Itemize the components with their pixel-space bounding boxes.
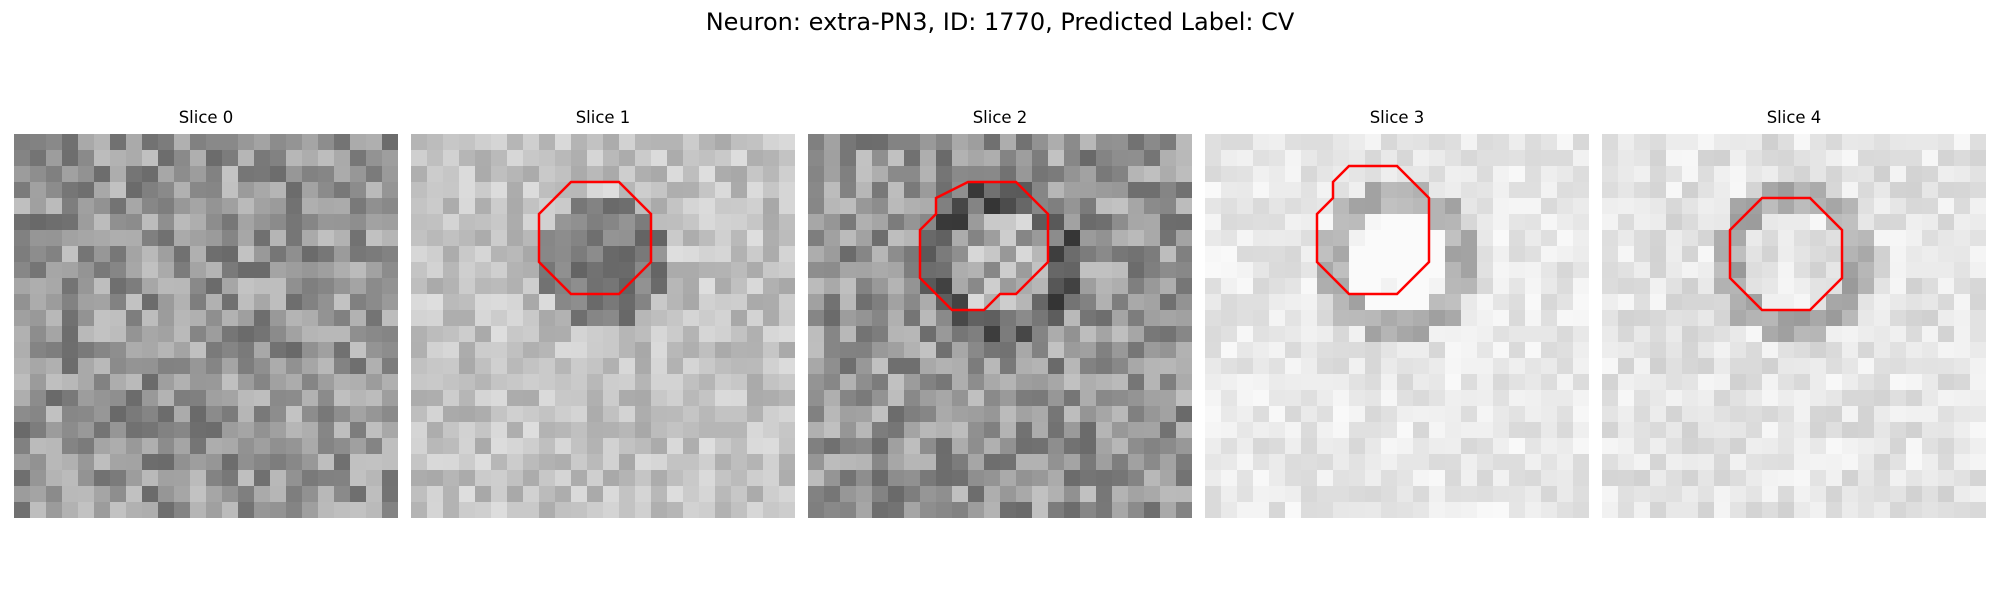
cell-contour	[1728, 196, 1844, 312]
slice-panel-3: Slice 3	[1205, 108, 1589, 518]
slice-image	[14, 134, 398, 518]
slice-image	[808, 134, 1192, 518]
slice-title: Slice 1	[575, 108, 631, 127]
slice-image	[1205, 134, 1589, 518]
figure-title: Neuron: extra-PN3, ID: 1770, Predicted L…	[705, 8, 1295, 36]
slice-image	[1602, 134, 1986, 518]
slice-panel-4: Slice 4	[1602, 108, 1986, 518]
slice-panel-1: Slice 1	[411, 108, 795, 518]
slice-panel-2: Slice 2	[808, 108, 1192, 518]
slice-title: Slice 3	[1369, 108, 1425, 127]
slice-title: Slice 4	[1766, 108, 1822, 127]
slice-title: Slice 0	[178, 108, 234, 127]
slice-title: Slice 2	[972, 108, 1028, 127]
cell-contour	[1315, 164, 1431, 296]
cell-contour	[537, 180, 653, 296]
slice-image	[411, 134, 795, 518]
cell-contour	[918, 180, 1050, 312]
slice-panel-0: Slice 0	[14, 108, 398, 518]
